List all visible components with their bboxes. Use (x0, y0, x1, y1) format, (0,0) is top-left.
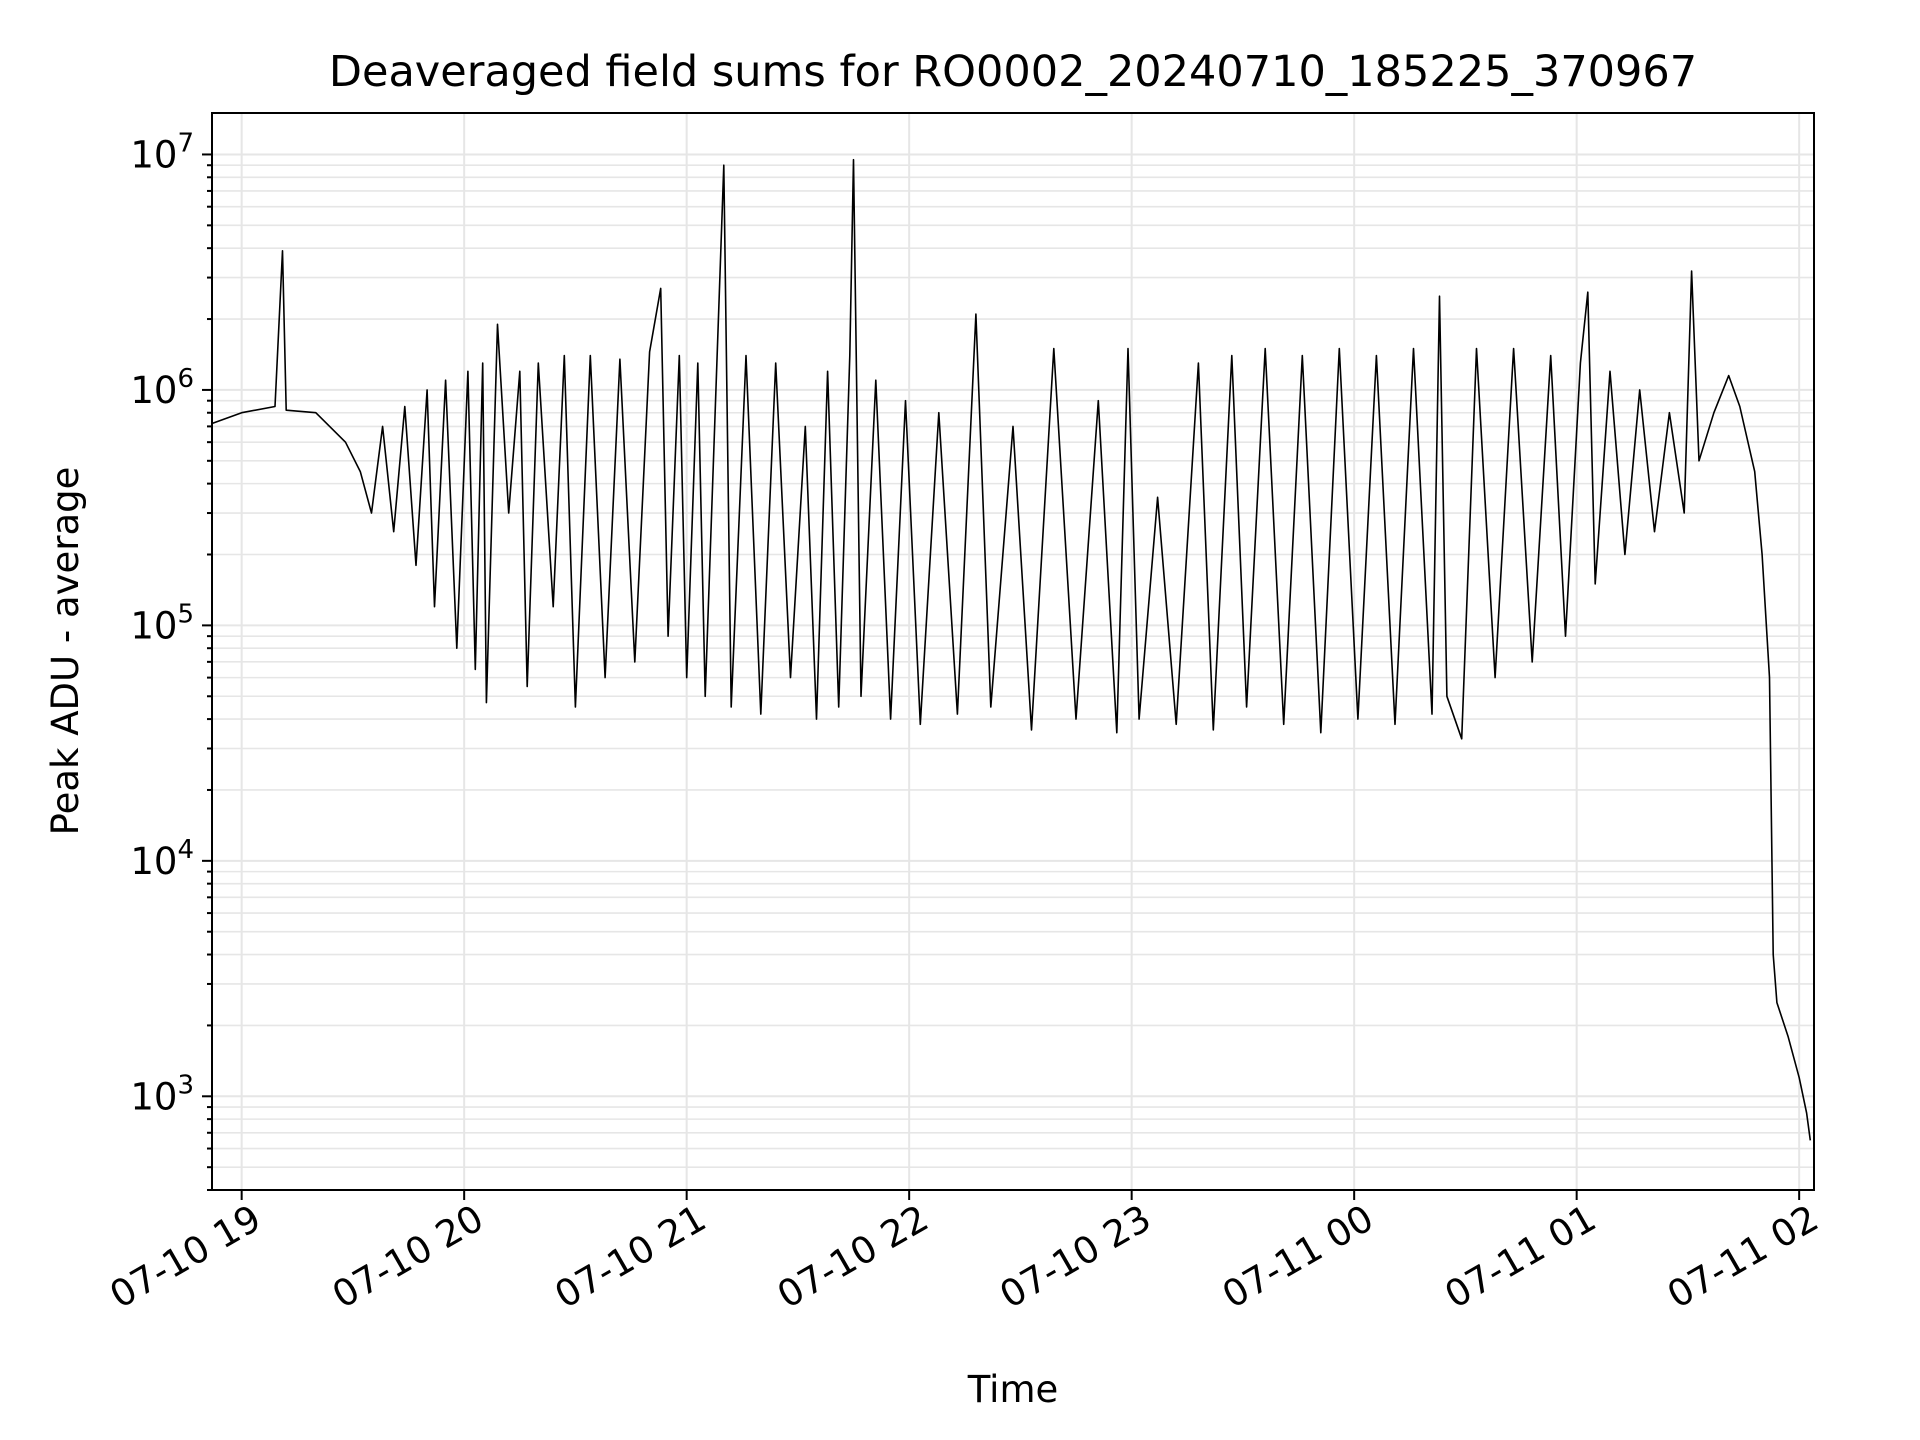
y-axis-label: Peak ADU - average (44, 467, 87, 836)
y-tick-label: 104 (130, 835, 194, 883)
y-axis: 103 104 105 106 107 (130, 128, 212, 1191)
y-tick-label: 107 (130, 128, 194, 176)
x-tick-label: 07-10 20 (325, 1197, 491, 1317)
x-tick-label: 07-10 22 (770, 1197, 936, 1317)
series-line (211, 158, 1812, 1141)
y-tick-label: 106 (130, 364, 194, 412)
x-tick-label: 07-11 02 (1660, 1197, 1826, 1317)
y-tick-label: 103 (130, 1070, 194, 1118)
x-tick-label: 07-11 00 (1215, 1197, 1381, 1317)
x-tick-label: 07-10 23 (993, 1197, 1159, 1317)
x-tick-label: 07-11 01 (1438, 1197, 1604, 1317)
plot-frame (211, 112, 1815, 1191)
x-tick-label: 07-10 21 (548, 1197, 714, 1317)
series-group (211, 158, 1812, 1141)
grid-lines (212, 113, 1814, 1191)
chart-title: Deaveraged field sums for RO0002_2024071… (329, 47, 1697, 97)
x-axis-label: Time (967, 1368, 1059, 1411)
x-tick-label: 07-10 19 (103, 1197, 269, 1317)
plot-background (212, 113, 1814, 1190)
y-tick-label: 105 (130, 599, 194, 647)
x-axis: 07-10 19 07-10 20 07-10 21 07-10 22 07-10 23… (103, 1190, 1826, 1317)
